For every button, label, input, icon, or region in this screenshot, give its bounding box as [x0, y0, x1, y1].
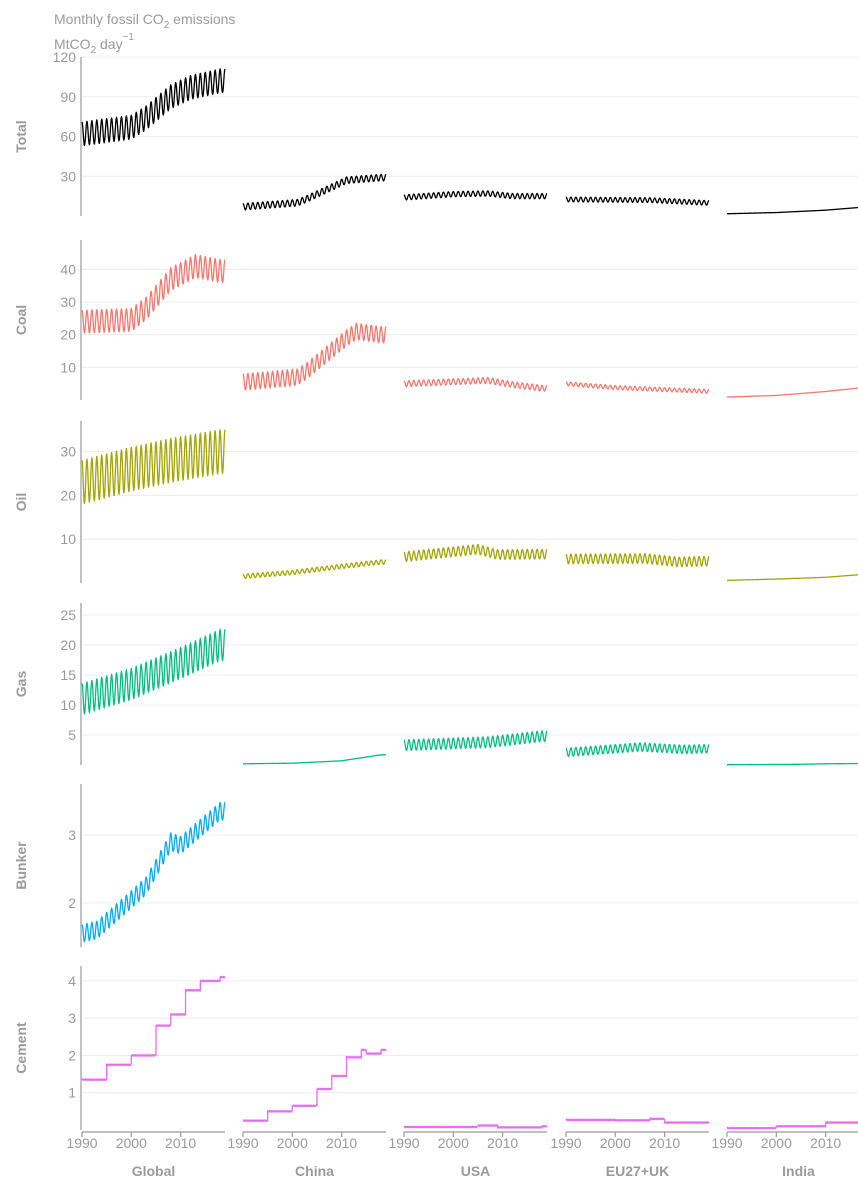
series-line-coal-eu27-uk [565, 381, 710, 394]
series-line-gas-usa [403, 730, 548, 752]
column-label-china: China [295, 1163, 334, 1179]
column-label-eu27-uk: EU27+UK [606, 1163, 669, 1179]
series-line-total-global [81, 68, 226, 147]
y-tick-label-oil: 20 [60, 487, 76, 503]
series-line-bunker-global [81, 801, 226, 943]
y-tick-label-oil: 30 [60, 444, 76, 460]
x-tick-label-india: 1990 [711, 1135, 742, 1151]
x-tick-label-global: 2010 [165, 1135, 196, 1151]
y-tick-label-gas: 25 [60, 607, 76, 623]
x-tick-label-eu27-uk: 2010 [649, 1135, 680, 1151]
y-tick-label-total: 60 [60, 129, 76, 145]
series-line-gas-india [726, 762, 858, 766]
y-tick-label-cement: 3 [68, 1010, 76, 1026]
series-line-cement-eu27-uk [565, 1117, 710, 1124]
series-line-coal-china [242, 322, 387, 391]
y-tick-label-gas: 10 [60, 697, 76, 713]
x-tick-label-india: 2000 [761, 1135, 792, 1151]
x-tick-label-usa: 2000 [438, 1135, 469, 1151]
y-tick-label-total: 120 [53, 49, 77, 65]
x-tick-label-india: 2010 [810, 1135, 841, 1151]
row-label-gas: Gas [13, 671, 29, 698]
row-label-bunker: Bunker [13, 841, 29, 890]
y-tick-label-cement: 2 [68, 1047, 76, 1063]
x-tick-label-eu27-uk: 2000 [600, 1135, 631, 1151]
y-tick-label-cement: 1 [68, 1085, 76, 1101]
series-line-gas-china [242, 754, 387, 765]
series-line-gas-global [81, 628, 226, 715]
x-tick-label-global: 1990 [66, 1135, 97, 1151]
row-label-oil: Oil [13, 493, 29, 512]
column-label-usa: USA [461, 1163, 491, 1179]
y-tick-label-total: 90 [60, 89, 76, 105]
y-tick-label-coal: 20 [60, 327, 76, 343]
series-line-coal-usa [403, 376, 548, 392]
y-tick-label-bunker: 3 [68, 827, 76, 843]
series-line-cement-china [242, 1048, 387, 1123]
x-tick-label-china: 2000 [277, 1135, 308, 1151]
row-label-total: Total [13, 120, 29, 152]
y-tick-label-gas: 5 [68, 727, 76, 743]
y-tick-label-coal: 40 [60, 261, 76, 277]
row-label-coal: Coal [13, 305, 29, 335]
series-line-gas-eu27-uk [565, 742, 710, 758]
series-line-oil-usa [403, 543, 548, 562]
y-tick-label-coal: 30 [60, 294, 76, 310]
series-line-total-eu27-uk [565, 196, 710, 206]
y-tick-label-gas: 20 [60, 637, 76, 653]
x-tick-label-china: 2010 [326, 1135, 357, 1151]
series-line-oil-global [81, 429, 226, 505]
y-axis-unit-label: MtCO2 day−1 [54, 32, 134, 56]
series-line-coal-india [726, 387, 858, 398]
column-label-india: India [782, 1163, 815, 1179]
y-tick-label-total: 30 [60, 168, 76, 184]
column-label-global: Global [132, 1163, 176, 1179]
series-line-total-india [726, 206, 858, 215]
y-tick-label-coal: 10 [60, 359, 76, 375]
x-tick-label-usa: 1990 [388, 1135, 419, 1151]
series-line-total-usa [403, 190, 548, 201]
y-tick-label-gas: 15 [60, 667, 76, 683]
y-tick-label-cement: 4 [68, 973, 76, 989]
x-tick-label-china: 1990 [227, 1135, 258, 1151]
series-line-cement-india [726, 1121, 858, 1130]
facet-grid: Total306090120Coal10203040Oil102030Gas51… [13, 49, 858, 1179]
row-label-cement: Cement [13, 1022, 29, 1074]
y-tick-label-bunker: 2 [68, 895, 76, 911]
y-tick-label-oil: 10 [60, 531, 76, 547]
x-tick-label-eu27-uk: 1990 [550, 1135, 581, 1151]
chart-title: Monthly fossil CO2 emissions [54, 11, 235, 31]
series-line-cement-usa [403, 1124, 548, 1129]
x-tick-label-usa: 2010 [487, 1135, 518, 1151]
x-tick-label-global: 2000 [116, 1135, 147, 1151]
series-line-oil-china [242, 559, 387, 580]
series-line-oil-eu27-uk [565, 553, 710, 568]
series-line-cement-global [81, 975, 226, 1082]
series-line-coal-global [81, 254, 226, 334]
series-line-oil-india [726, 574, 858, 582]
series-line-total-china [242, 173, 387, 211]
